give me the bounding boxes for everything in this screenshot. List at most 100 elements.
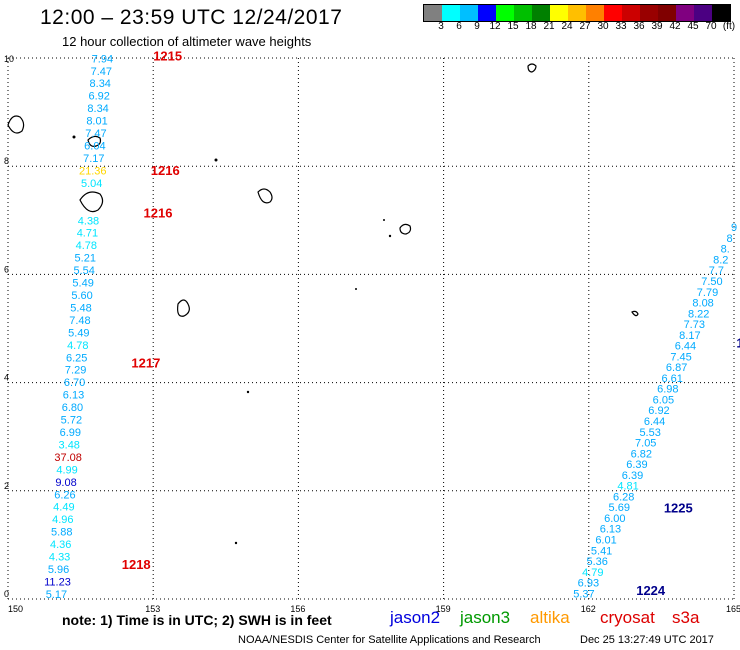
wave-height-value: 6.61 [662,373,683,385]
wave-height-value: 7.47 [91,66,112,78]
pass-number-label: 1218 [122,557,151,572]
scale-swatch [460,5,478,21]
wave-height-value: 7.50 [701,276,722,288]
legend-entry-jason2: jason2 [390,608,441,627]
wave-height-value: 6.26 [54,489,75,501]
wave-height-value: 4.49 [53,502,74,514]
scale-label: 6 [456,21,462,32]
scale-label: 9 [474,21,480,32]
scale-swatch [478,5,496,21]
island [79,191,104,213]
islet [355,288,357,290]
islet [214,158,218,162]
pass-number-label: 1224 [636,583,666,598]
wave-height-value: 5.48 [70,302,91,314]
x-tick-label: 153 [145,604,160,614]
wave-height-value: 6.98 [657,384,678,396]
wave-height-value: 7.47 [85,128,106,140]
scale-label: 18 [525,21,537,32]
wave-height-value: 5.54 [73,265,94,277]
wave-height-value: 6.87 [666,362,687,374]
pass-number-label: 1225 [664,500,693,515]
wave-height-value: 5.21 [75,253,96,265]
wave-height-value: 8.01 [86,116,107,128]
wave-height-value: 6.82 [631,448,652,460]
islet [246,390,250,394]
wave-height-value: 6.39 [622,470,643,482]
wave-height-value: 6.44 [675,341,696,353]
wave-height-value: 4.96 [52,514,73,526]
legend-entry-altika: altika [530,608,570,627]
timestamp-text: Dec 25 13:27:49 UTC 2017 [580,634,714,646]
wave-height-value: 6.00 [604,513,625,525]
wave-height-value: 7.05 [635,438,656,450]
credit-text: NOAA/NESDIS Center for Satellite Applica… [238,634,541,646]
pass-labels: 1215 1216 1216 1217 1218 1225 1224 1 [122,49,740,599]
scale-label: 3 [438,21,444,32]
y-tick-label: 4 [4,373,9,383]
scale-swatch [604,5,622,21]
scale-label: (ft) [722,21,736,32]
y-tick-label: 10 [4,54,14,64]
scale-label: 15 [507,21,519,32]
wave-height-value: 8.22 [688,308,709,320]
wave-height-value: 6.99 [60,427,81,439]
scale-label: 12 [489,21,501,32]
wave-height-value: 8.34 [87,103,108,115]
wave-height-value: 5.49 [72,278,93,290]
footer-note: note: 1) Time is in UTC; 2) SWH is in fe… [62,612,332,628]
wave-height-value: 8. [721,244,730,256]
map-title: 12:00 – 23:59 UTC 12/24/2017 [40,6,343,29]
x-tick-label: 150 [8,604,23,614]
wave-height-value: 4.33 [49,552,70,564]
wave-height-value: 6.04 [84,141,105,153]
wave-height-value: 5.72 [61,415,82,427]
wave-height-value: 7.17 [83,153,104,165]
wave-height-value: 6.25 [66,352,87,364]
wave-height-value: 7.29 [65,365,86,377]
pass-number-label: 1215 [153,49,182,64]
wave-height-value: 8.08 [692,298,713,310]
scale-label: 36 [633,21,645,32]
wave-height-value: 5.69 [609,502,630,514]
wave-height-value: 6.92 [648,405,669,417]
scale-label: 70 [705,21,717,32]
wave-height-value: 6.93 [578,578,599,590]
wave-height-value: 6.92 [88,91,109,103]
y-tick-label: 6 [4,264,9,274]
wave-height-value: 11.23 [44,576,71,588]
x-tick-label: 162 [581,604,596,614]
wave-height-value: 3.48 [59,439,80,451]
wave-height-value: 6.01 [595,535,616,547]
wave-height-value: 5.04 [81,178,102,190]
islet [72,135,76,139]
map-subtitle: 12 hour collection of altimeter wave hei… [62,34,312,49]
wave-height-value: 7.94 [92,53,113,65]
wave-height-value: 4.81 [617,481,638,493]
islet [388,234,392,238]
pass-number-label: 1 [736,335,740,350]
wave-height-value: 4.99 [56,464,77,476]
wave-height-value: 9 [731,222,737,234]
wave-height-value: 7.73 [684,319,705,331]
wave-height-value: 7.48 [69,315,90,327]
scale-swatch [694,5,712,21]
wave-height-value: 6.80 [62,402,83,414]
y-tick-label: 0 [4,589,9,599]
scale-label: 27 [579,21,591,32]
scale-swatch [532,5,550,21]
wave-height-value: 4.78 [76,240,97,252]
wave-height-value: 5.41 [591,545,612,557]
wave-height-value: 5.96 [48,564,69,576]
scale-swatch [424,5,442,21]
wave-height-value: 4.38 [78,215,99,227]
wave-height-value: 4.36 [50,539,71,551]
island [399,223,412,235]
wave-height-value: 6.70 [64,377,85,389]
wave-height-value: 8.17 [679,330,700,342]
wave-height-value: 7.7 [709,265,724,277]
scale-swatch [514,5,532,21]
scale-swatch [586,5,604,21]
wave-height-value: 4.78 [67,340,88,352]
scale-swatch [442,5,460,21]
